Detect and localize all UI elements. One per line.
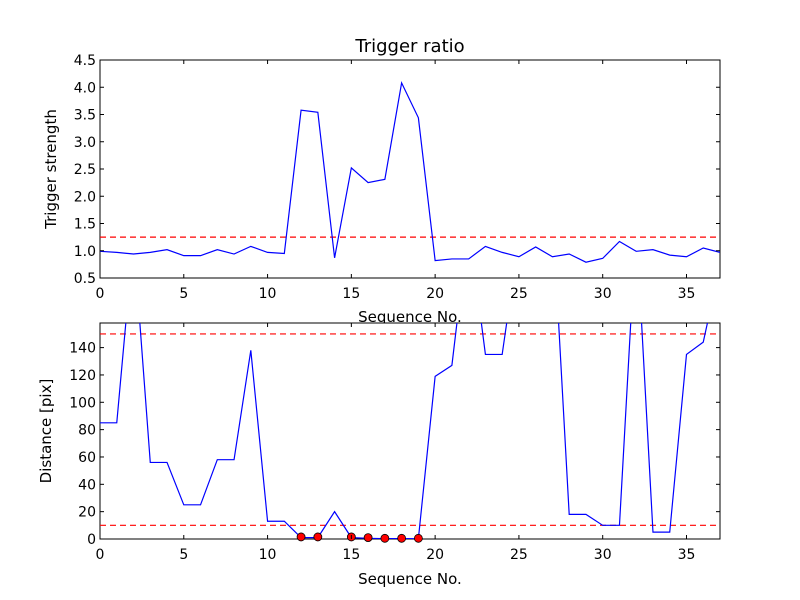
x-tick-label: 25 — [510, 547, 528, 563]
x-tick-label: 35 — [678, 547, 696, 563]
y-tick-label: 1.5 — [74, 217, 96, 233]
x-tick-label: 35 — [678, 286, 696, 302]
y-tick-label: 140 — [69, 341, 96, 357]
y-ticks: 0.5 1.0 1.5 2.0 2.5 3.0 3.5 4.0 4.5 — [74, 53, 720, 287]
plot-frame — [99, 322, 721, 540]
y-tick-label: 1.0 — [74, 244, 96, 260]
series-line — [100, 323, 709, 539]
y-tick-label: 0.5 — [74, 271, 96, 287]
y-tick-label: 60 — [78, 450, 96, 466]
trigger-ratio-panel: Trigger ratio 0 5 10 15 20 25 30 35 0.5 1.0 1.5 2.… — [42, 36, 721, 326]
x-tick-label: 10 — [259, 286, 277, 302]
plot-frame — [99, 59, 721, 279]
distance-panel: 0 5 10 15 20 25 30 35 0 20 40 60 80 100 120 140 Sequen… — [37, 322, 721, 588]
data-point — [296, 532, 306, 542]
x-tick-label: 15 — [342, 286, 360, 302]
x-tick-label: 30 — [594, 547, 612, 563]
y-axis-label: Trigger strength — [42, 109, 60, 230]
x-tick-label: 20 — [426, 286, 444, 302]
x-ticks: 0 5 10 15 20 25 30 35 — [96, 323, 696, 563]
markers — [296, 532, 423, 543]
x-tick-label: 5 — [179, 547, 188, 563]
data-point — [380, 533, 390, 543]
y-tick-label: 3.5 — [74, 108, 96, 124]
series-line — [100, 80, 720, 263]
y-tick-label: 80 — [78, 423, 96, 439]
data-point — [313, 532, 323, 542]
threshold-lines — [100, 333, 720, 526]
data-point — [363, 533, 373, 543]
x-tick-label: 25 — [510, 286, 528, 302]
x-tick-label: 10 — [259, 547, 277, 563]
y-tick-label: 20 — [78, 505, 96, 521]
y-tick-label: 120 — [69, 368, 96, 384]
y-tick-label: 100 — [69, 395, 96, 411]
x-axis-label: Sequence No. — [358, 308, 462, 326]
chart-title: Trigger ratio — [354, 36, 464, 57]
y-tick-label: 2.5 — [74, 162, 96, 178]
y-ticks: 0 20 40 60 80 100 120 140 — [69, 341, 720, 548]
x-ticks: 0 5 10 15 20 25 30 35 — [96, 60, 696, 302]
y-axis-label: Distance [pix] — [37, 379, 55, 484]
data-point — [413, 533, 423, 543]
y-tick-label: 3.0 — [74, 135, 96, 151]
series-lines — [100, 323, 709, 539]
y-tick-label: 4.5 — [74, 53, 96, 69]
series-lines — [100, 80, 720, 263]
x-tick-label: 15 — [342, 547, 360, 563]
y-tick-label: 0 — [87, 532, 96, 548]
x-axis-label: Sequence No. — [358, 570, 462, 588]
y-tick-label: 40 — [78, 477, 96, 493]
x-tick-label: 0 — [96, 547, 105, 563]
data-point — [397, 533, 407, 543]
x-tick-label: 5 — [179, 286, 188, 302]
y-tick-label: 4.0 — [74, 80, 96, 96]
y-tick-label: 2.0 — [74, 189, 96, 205]
x-tick-label: 30 — [594, 286, 612, 302]
x-tick-label: 20 — [426, 547, 444, 563]
x-tick-label: 0 — [96, 286, 105, 302]
